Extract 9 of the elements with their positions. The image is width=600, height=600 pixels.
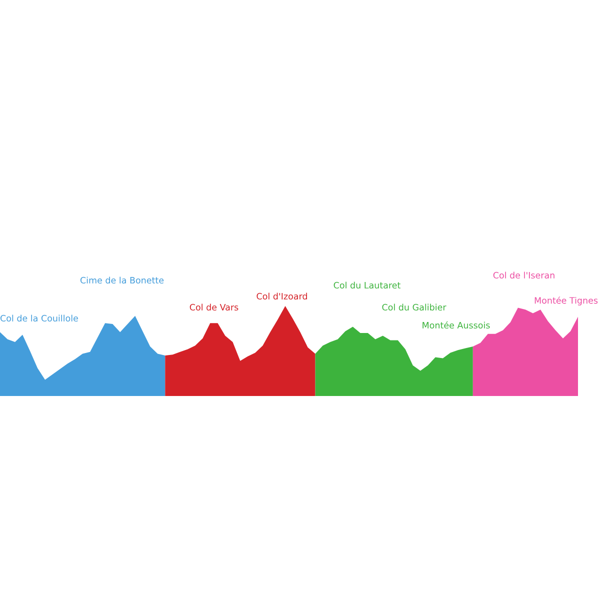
annotation: Col de Vars — [190, 304, 238, 311]
annotation: Montée Aussois — [422, 321, 490, 329]
text: Col de l'Iseran — [493, 272, 554, 279]
annotation: Col de la Couillole — [0, 314, 78, 322]
annotation: Col du Galibier — [382, 304, 446, 311]
text: Montée Tignes — [534, 296, 598, 306]
text: Cime de la Bonette — [80, 276, 164, 284]
text: Col d'Izoard — [256, 292, 307, 300]
text: Col du Lautaret — [334, 282, 400, 289]
